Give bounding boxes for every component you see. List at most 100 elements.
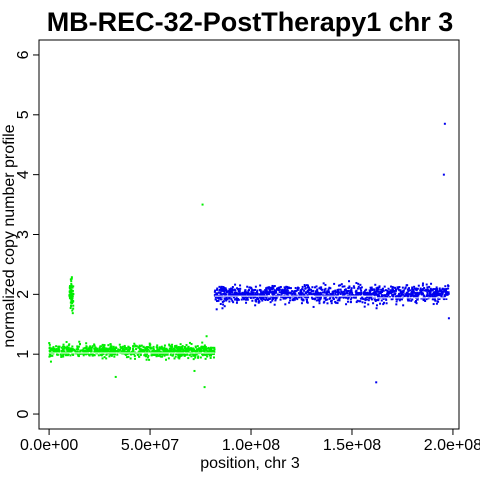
- data-point: [396, 286, 399, 289]
- data-point: [69, 301, 72, 304]
- data-point: [433, 294, 436, 297]
- data-point: [353, 286, 356, 289]
- data-point: [223, 305, 226, 308]
- data-point: [107, 348, 110, 351]
- data-point: [102, 347, 105, 350]
- data-point: [390, 290, 393, 293]
- data-point: [133, 353, 136, 356]
- data-point: [278, 287, 281, 290]
- data-point: [118, 349, 121, 352]
- data-point: [232, 296, 235, 299]
- data-point: [333, 282, 336, 285]
- data-point: [300, 296, 303, 299]
- data-point: [279, 285, 282, 288]
- data-point: [180, 354, 183, 357]
- data-point: [148, 342, 151, 345]
- data-point: [304, 292, 307, 295]
- data-point: [178, 350, 181, 353]
- data-point: [101, 357, 104, 360]
- data-point: [67, 348, 70, 351]
- data-point: [288, 287, 291, 290]
- data-point: [165, 353, 168, 356]
- data-point: [109, 347, 112, 350]
- data-point: [239, 287, 242, 290]
- data-point: [98, 349, 101, 352]
- data-point: [412, 289, 415, 292]
- data-point: [265, 293, 268, 296]
- data-point: [168, 351, 171, 354]
- data-point: [350, 296, 353, 299]
- data-point: [134, 345, 137, 348]
- data-point: [176, 351, 179, 354]
- data-point: [174, 345, 177, 348]
- data-point: [63, 347, 66, 350]
- data-point: [381, 289, 384, 292]
- data-point: [334, 292, 337, 295]
- data-point: [389, 289, 392, 292]
- data-point: [361, 301, 364, 304]
- data-point: [342, 290, 345, 293]
- data-point: [332, 298, 335, 301]
- data-point: [311, 297, 314, 300]
- data-point: [213, 348, 216, 351]
- data-point: [383, 301, 385, 304]
- data-point: [359, 283, 362, 286]
- data-point: [293, 297, 296, 300]
- data-point: [181, 345, 184, 348]
- y-tick-label: 6: [15, 50, 32, 59]
- data-point: [71, 312, 74, 315]
- data-point: [406, 294, 409, 297]
- data-point: [364, 301, 367, 304]
- data-point: [255, 291, 258, 294]
- data-point: [156, 348, 159, 351]
- data-point: [253, 289, 256, 292]
- data-point: [317, 299, 320, 302]
- data-point: [48, 346, 51, 349]
- data-point: [267, 287, 270, 290]
- data-point: [143, 349, 146, 352]
- data-point: [306, 294, 309, 297]
- y-tick-label: 2: [15, 290, 32, 299]
- data-point: [412, 290, 415, 293]
- data-point: [52, 346, 55, 349]
- data-point: [184, 349, 187, 352]
- data-point: [279, 298, 282, 301]
- data-point: [406, 291, 409, 294]
- data-point: [125, 348, 128, 351]
- data-point: [90, 352, 93, 355]
- data-point: [233, 293, 236, 296]
- data-point: [438, 297, 441, 300]
- data-point: [308, 287, 311, 290]
- data-point: [391, 287, 394, 290]
- data-point: [275, 291, 278, 294]
- data-point: [87, 348, 90, 351]
- data-point: [299, 291, 302, 294]
- data-point: [397, 295, 400, 298]
- data-point: [180, 353, 183, 356]
- data-point: [309, 292, 312, 295]
- data-point: [404, 287, 407, 290]
- data-point: [434, 292, 437, 295]
- x-tick-label: 1.5e+08: [323, 437, 381, 454]
- data-point: [179, 353, 182, 356]
- data-point: [272, 287, 275, 290]
- data-point: [355, 289, 358, 292]
- data-point: [234, 283, 237, 286]
- data-point: [102, 350, 105, 353]
- data-point: [256, 297, 259, 300]
- data-point: [429, 293, 432, 296]
- data-point: [48, 352, 51, 355]
- data-point: [295, 297, 298, 300]
- data-point: [420, 290, 423, 293]
- data-point: [105, 350, 108, 353]
- data-point: [192, 358, 195, 361]
- data-point: [258, 293, 261, 296]
- data-point: [70, 304, 73, 307]
- data-point: [71, 347, 74, 350]
- data-point: [356, 287, 359, 290]
- data-point: [260, 297, 263, 300]
- data-point: [246, 285, 249, 288]
- data-point: [269, 301, 272, 304]
- data-point: [427, 290, 430, 293]
- data-point: [272, 293, 275, 296]
